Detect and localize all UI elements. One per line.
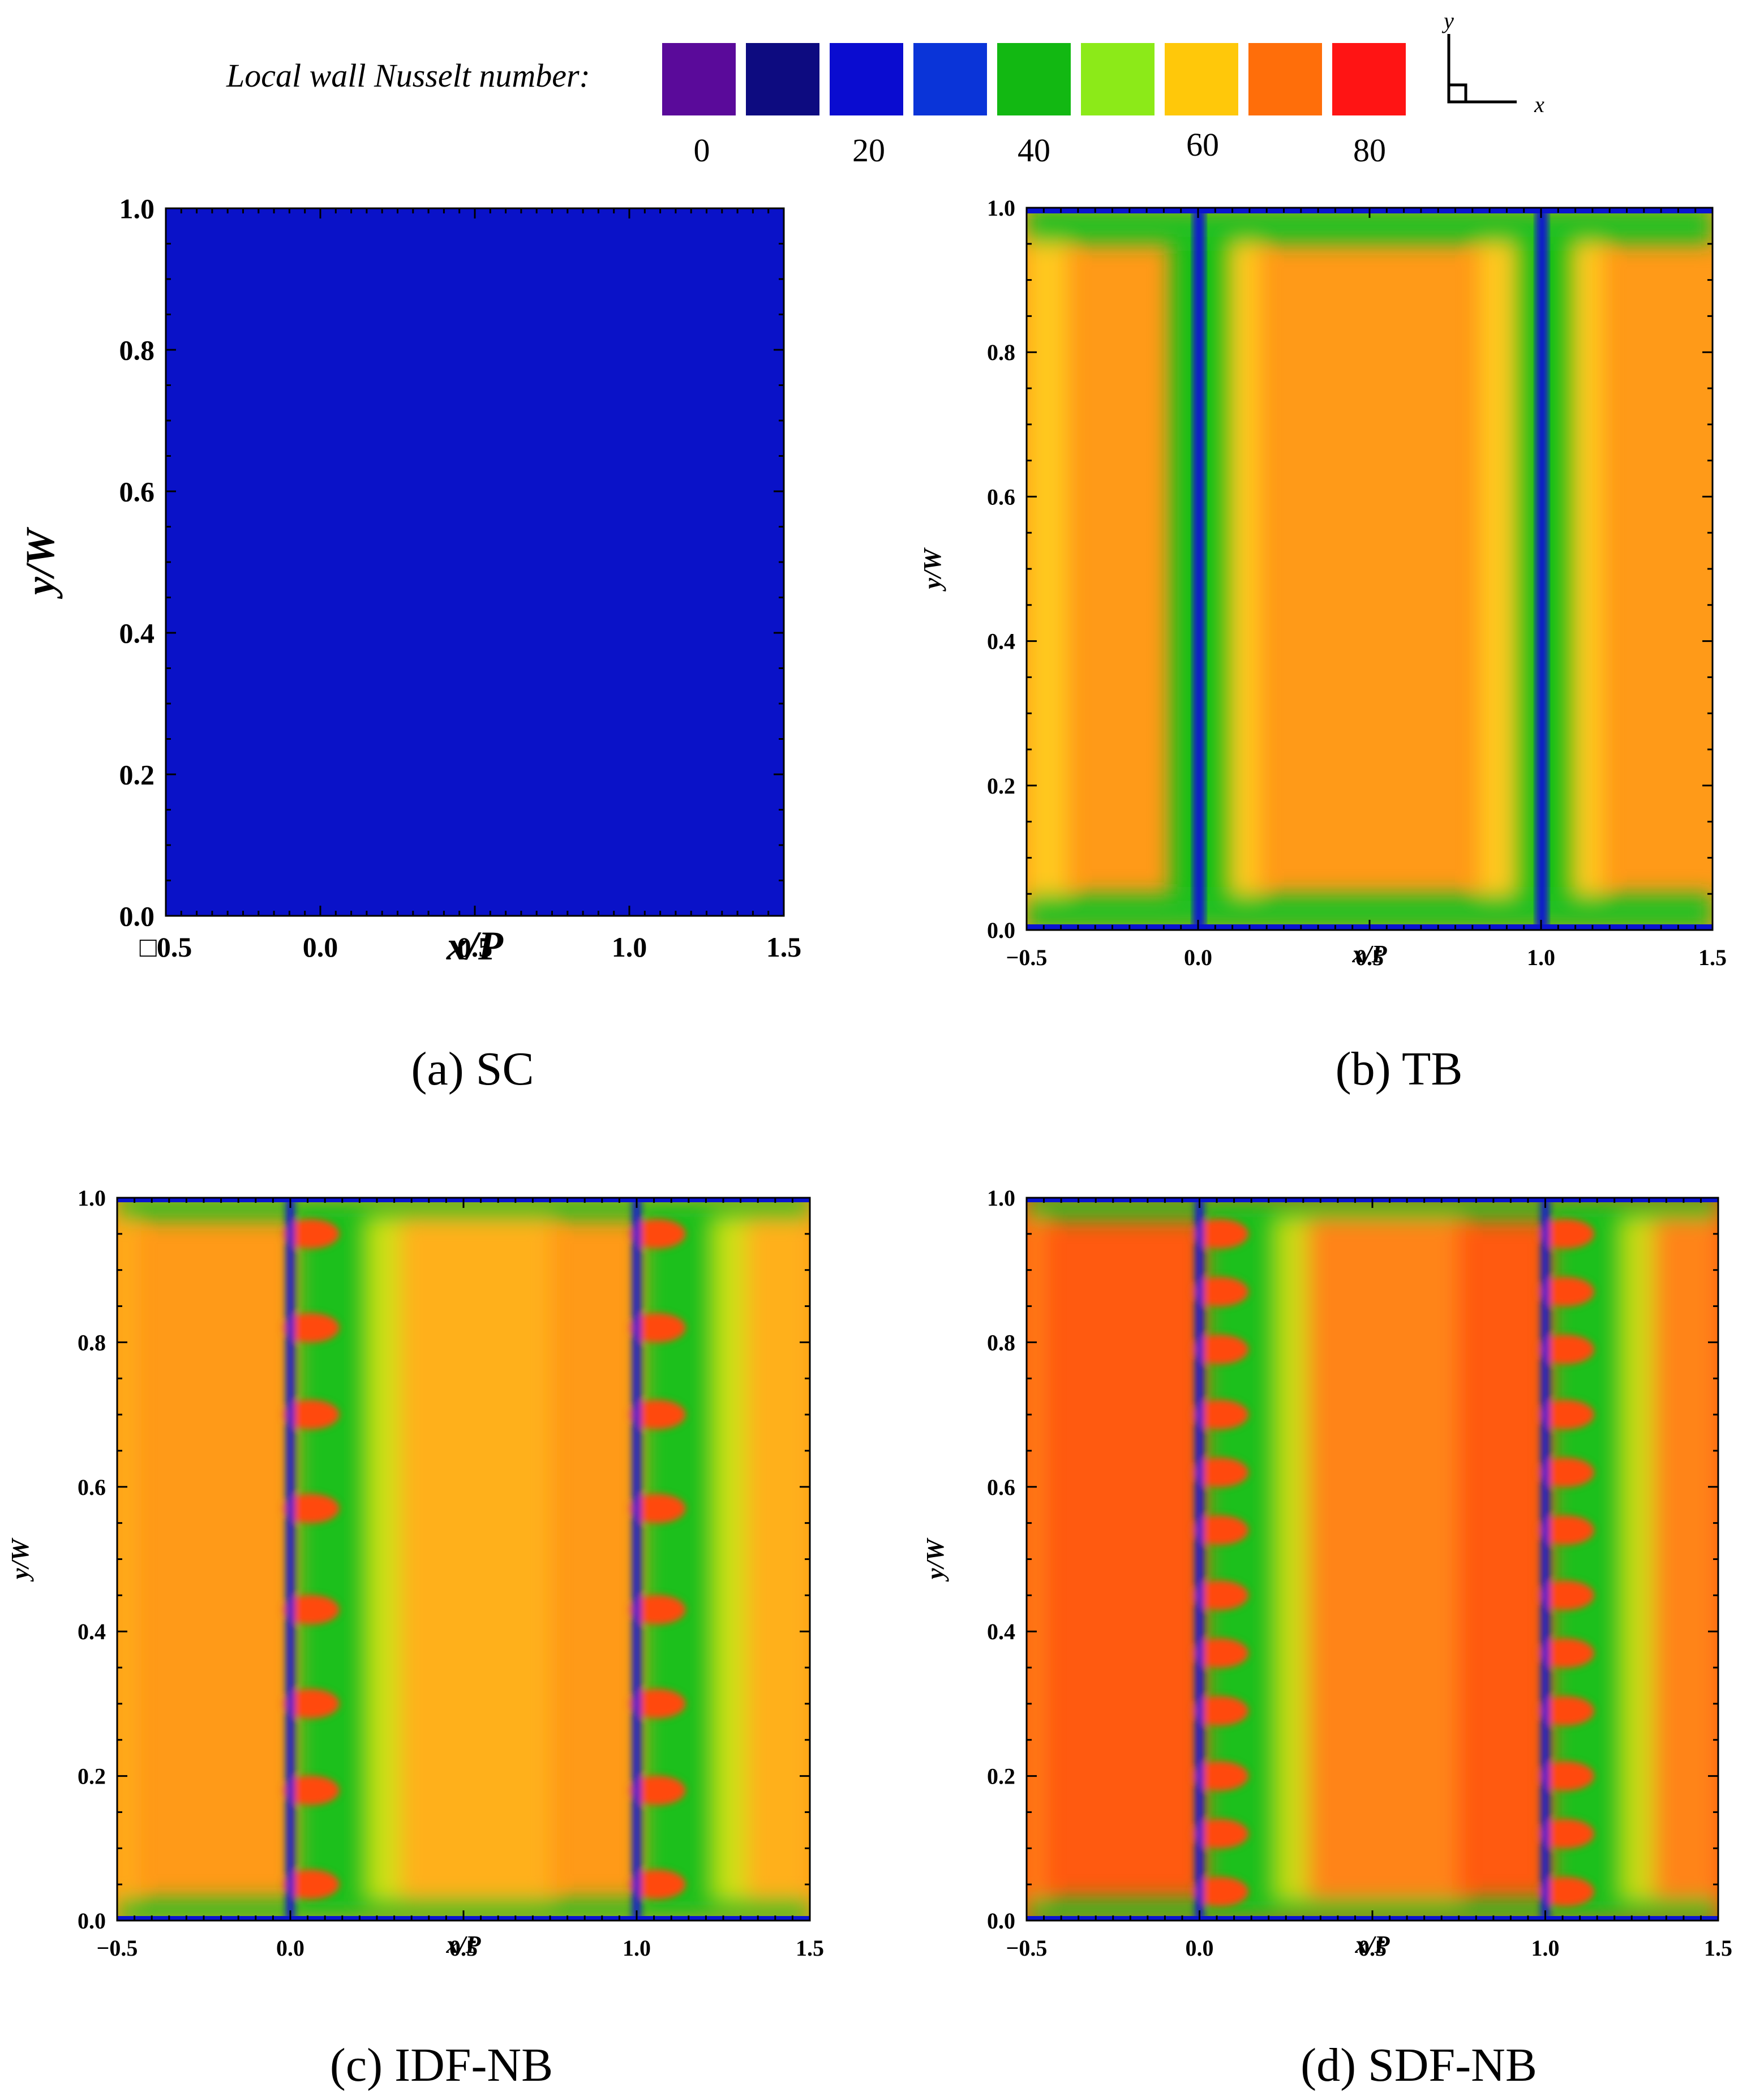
caption-sc: (a) SC [411,1043,534,1095]
heatmap-field [1027,1198,1718,1921]
x-tick-label: 1.5 [1704,1935,1732,1961]
x-tick-label: 0.5 [1358,1935,1387,1961]
x-tick-label: 1.5 [796,1935,824,1961]
colorbar-tick-0: 0 [693,132,710,169]
panel-tb: −0.5 0.0 0.5 1.0 1.5 0.0 0.2 0.4 0.6 0.8 1.0 x/P y/W… [876,170,1751,1132]
y-axis-title: y/W [18,526,63,599]
y-tick-label: 0.4 [987,629,1015,654]
x-tick-label: 1.0 [1531,1935,1560,1961]
heatmap-field [1027,208,1713,930]
y-tick-label: 0.2 [987,1764,1015,1789]
fin-heads [1192,1198,1595,1921]
heatmap-idf-nb: −0.5 0.0 0.5 1.0 1.50.00.20.40.60.81.0x/Py/W [6,1185,824,1961]
panel-idf-nb: −0.5 0.0 0.5 1.0 1.5 0.0 0.2 0.4 0.6 0.8 1.0 x/P y/W… [0,1143,876,2100]
field-background [1027,208,1713,930]
caption-tb: (b) TB [1335,1043,1463,1095]
tick-marks [116,1197,811,1922]
x-tick-label: −0.5 [1006,1935,1048,1961]
x-axis-title: x/P [445,1931,481,1958]
baffle-low-band [1192,208,1205,930]
y-tick-label: 1.0 [987,1185,1015,1211]
y-axis-title: y/W [6,1537,34,1582]
colorbar-swatch-6 [1165,43,1238,115]
baffle-low-band [1535,208,1548,930]
colorbar-tick-20: 20 [852,132,885,169]
y-axis-title: y/W [919,547,946,592]
x-axis-title: x/P [1354,1931,1390,1958]
colorbar-swatch-0 [662,43,736,115]
y-tick-label: 0.8 [987,340,1015,365]
x-tick-label: −0.5 [1006,945,1048,970]
colorbar-swatch-2 [830,43,903,115]
panel-sc: □0.5 0.0 0.5 1.0 1.5 0.0 0.2 0.4 0.6 0.8 1.0 x/P y/W… [0,170,876,1132]
y-axis-title: y/W [921,1537,949,1582]
y-tick-label: 0.8 [78,1330,106,1355]
colorbar-tick-60: 60 [1186,126,1219,163]
x-tick-label: 0.0 [276,1935,304,1961]
y-tick-label: 1.0 [987,195,1015,221]
x-axis-title: x/P [1351,940,1387,968]
y-tick-label: 0.0 [987,918,1015,943]
x-tick-label: 1.0 [623,1935,651,1961]
y-tick-label: 0.0 [119,901,155,932]
y-tick-label: 1.0 [78,1185,106,1211]
field-uniform [166,208,784,916]
legend-title: Local wall Nusselt number: [226,57,590,94]
colorbar-swatch-3 [913,43,987,115]
colorbar-swatch-4 [997,43,1071,115]
y-tick-label: 0.4 [119,618,155,649]
caption-idf-nb: (c) IDF-NB [329,2039,553,2092]
y-tick-label: 1.0 [119,193,155,225]
x-tick-label: 0.5 [449,1935,478,1961]
y-tick-label: 0.8 [119,335,155,366]
y-tick-label: 0.6 [987,1475,1015,1500]
tick-marks [1025,1197,1719,1922]
y-tick-label: 0.2 [987,773,1015,799]
y-tick-label: 0.6 [119,476,155,508]
x-tick-label: 1.0 [612,931,647,963]
x-tick-label: 1.5 [766,931,802,963]
heatmap-sc: □0.5 0.0 0.5 1.0 1.50.00.20.40.60.81.0x/Py/W [18,193,802,969]
heatmap-sdf-nb: −0.5 0.0 0.5 1.0 1.50.00.20.40.60.81.0x/Py/W [921,1185,1732,1961]
colorbar-legend: Local wall Nusselt number: 0 20 40 60 80 y x [0,0,1751,169]
y-tick-label: 0.4 [78,1619,106,1644]
heatmap-field [166,208,784,916]
axes-icon-y-label: y [1441,11,1454,33]
y-tick-label: 0.2 [78,1764,106,1789]
heatmap-tb: −0.5 0.0 0.5 1.0 1.50.00.20.40.60.81.0x/Py/W [919,195,1727,970]
x-tick-label: 0.5 [457,931,493,963]
y-tick-label: 0.6 [987,484,1015,509]
axes-icon-x-label: x [1534,92,1544,117]
colorbar-swatch-7 [1248,43,1322,115]
tick-marks [165,207,785,917]
colorbar-swatch-5 [1081,43,1155,115]
y-tick-label: 0.8 [987,1330,1015,1355]
y-tick-label: 0.0 [987,1908,1015,1934]
x-tick-label: 1.5 [1698,945,1727,970]
coordinate-axes-icon: y x [1441,11,1544,117]
x-tick-label: −0.5 [97,1935,138,1961]
panel-sdf-nb: −0.5 0.0 0.5 1.0 1.5 0.0 0.2 0.4 0.6 0.8 1.0 x/P y/W… [876,1143,1751,2100]
y-tick-label: 0.6 [78,1475,106,1500]
tick-marks [1025,207,1714,931]
colorbar-swatch-1 [746,43,819,115]
fin-heads [282,1198,686,1921]
heatmap-field [117,1198,810,1921]
y-tick-label: 0.0 [78,1908,106,1934]
x-tick-label: 1.0 [1527,945,1555,970]
colorbar-tick-40: 40 [1018,132,1050,169]
x-tick-label: 0.0 [303,931,338,963]
caption-sdf-nb: (d) SDF-NB [1301,2039,1537,2092]
y-tick-label: 0.4 [987,1619,1015,1644]
colorbar-swatch-8 [1332,43,1406,115]
x-tick-label: 0.5 [1355,945,1384,970]
x-axis-title: x/P [446,923,504,968]
x-tick-label: □0.5 [140,931,192,963]
x-tick-label: 0.0 [1186,1935,1214,1961]
x-tick-label: 0.0 [1184,945,1212,970]
colorbar-tick-80: 80 [1353,132,1386,169]
y-tick-label: 0.2 [119,759,155,791]
